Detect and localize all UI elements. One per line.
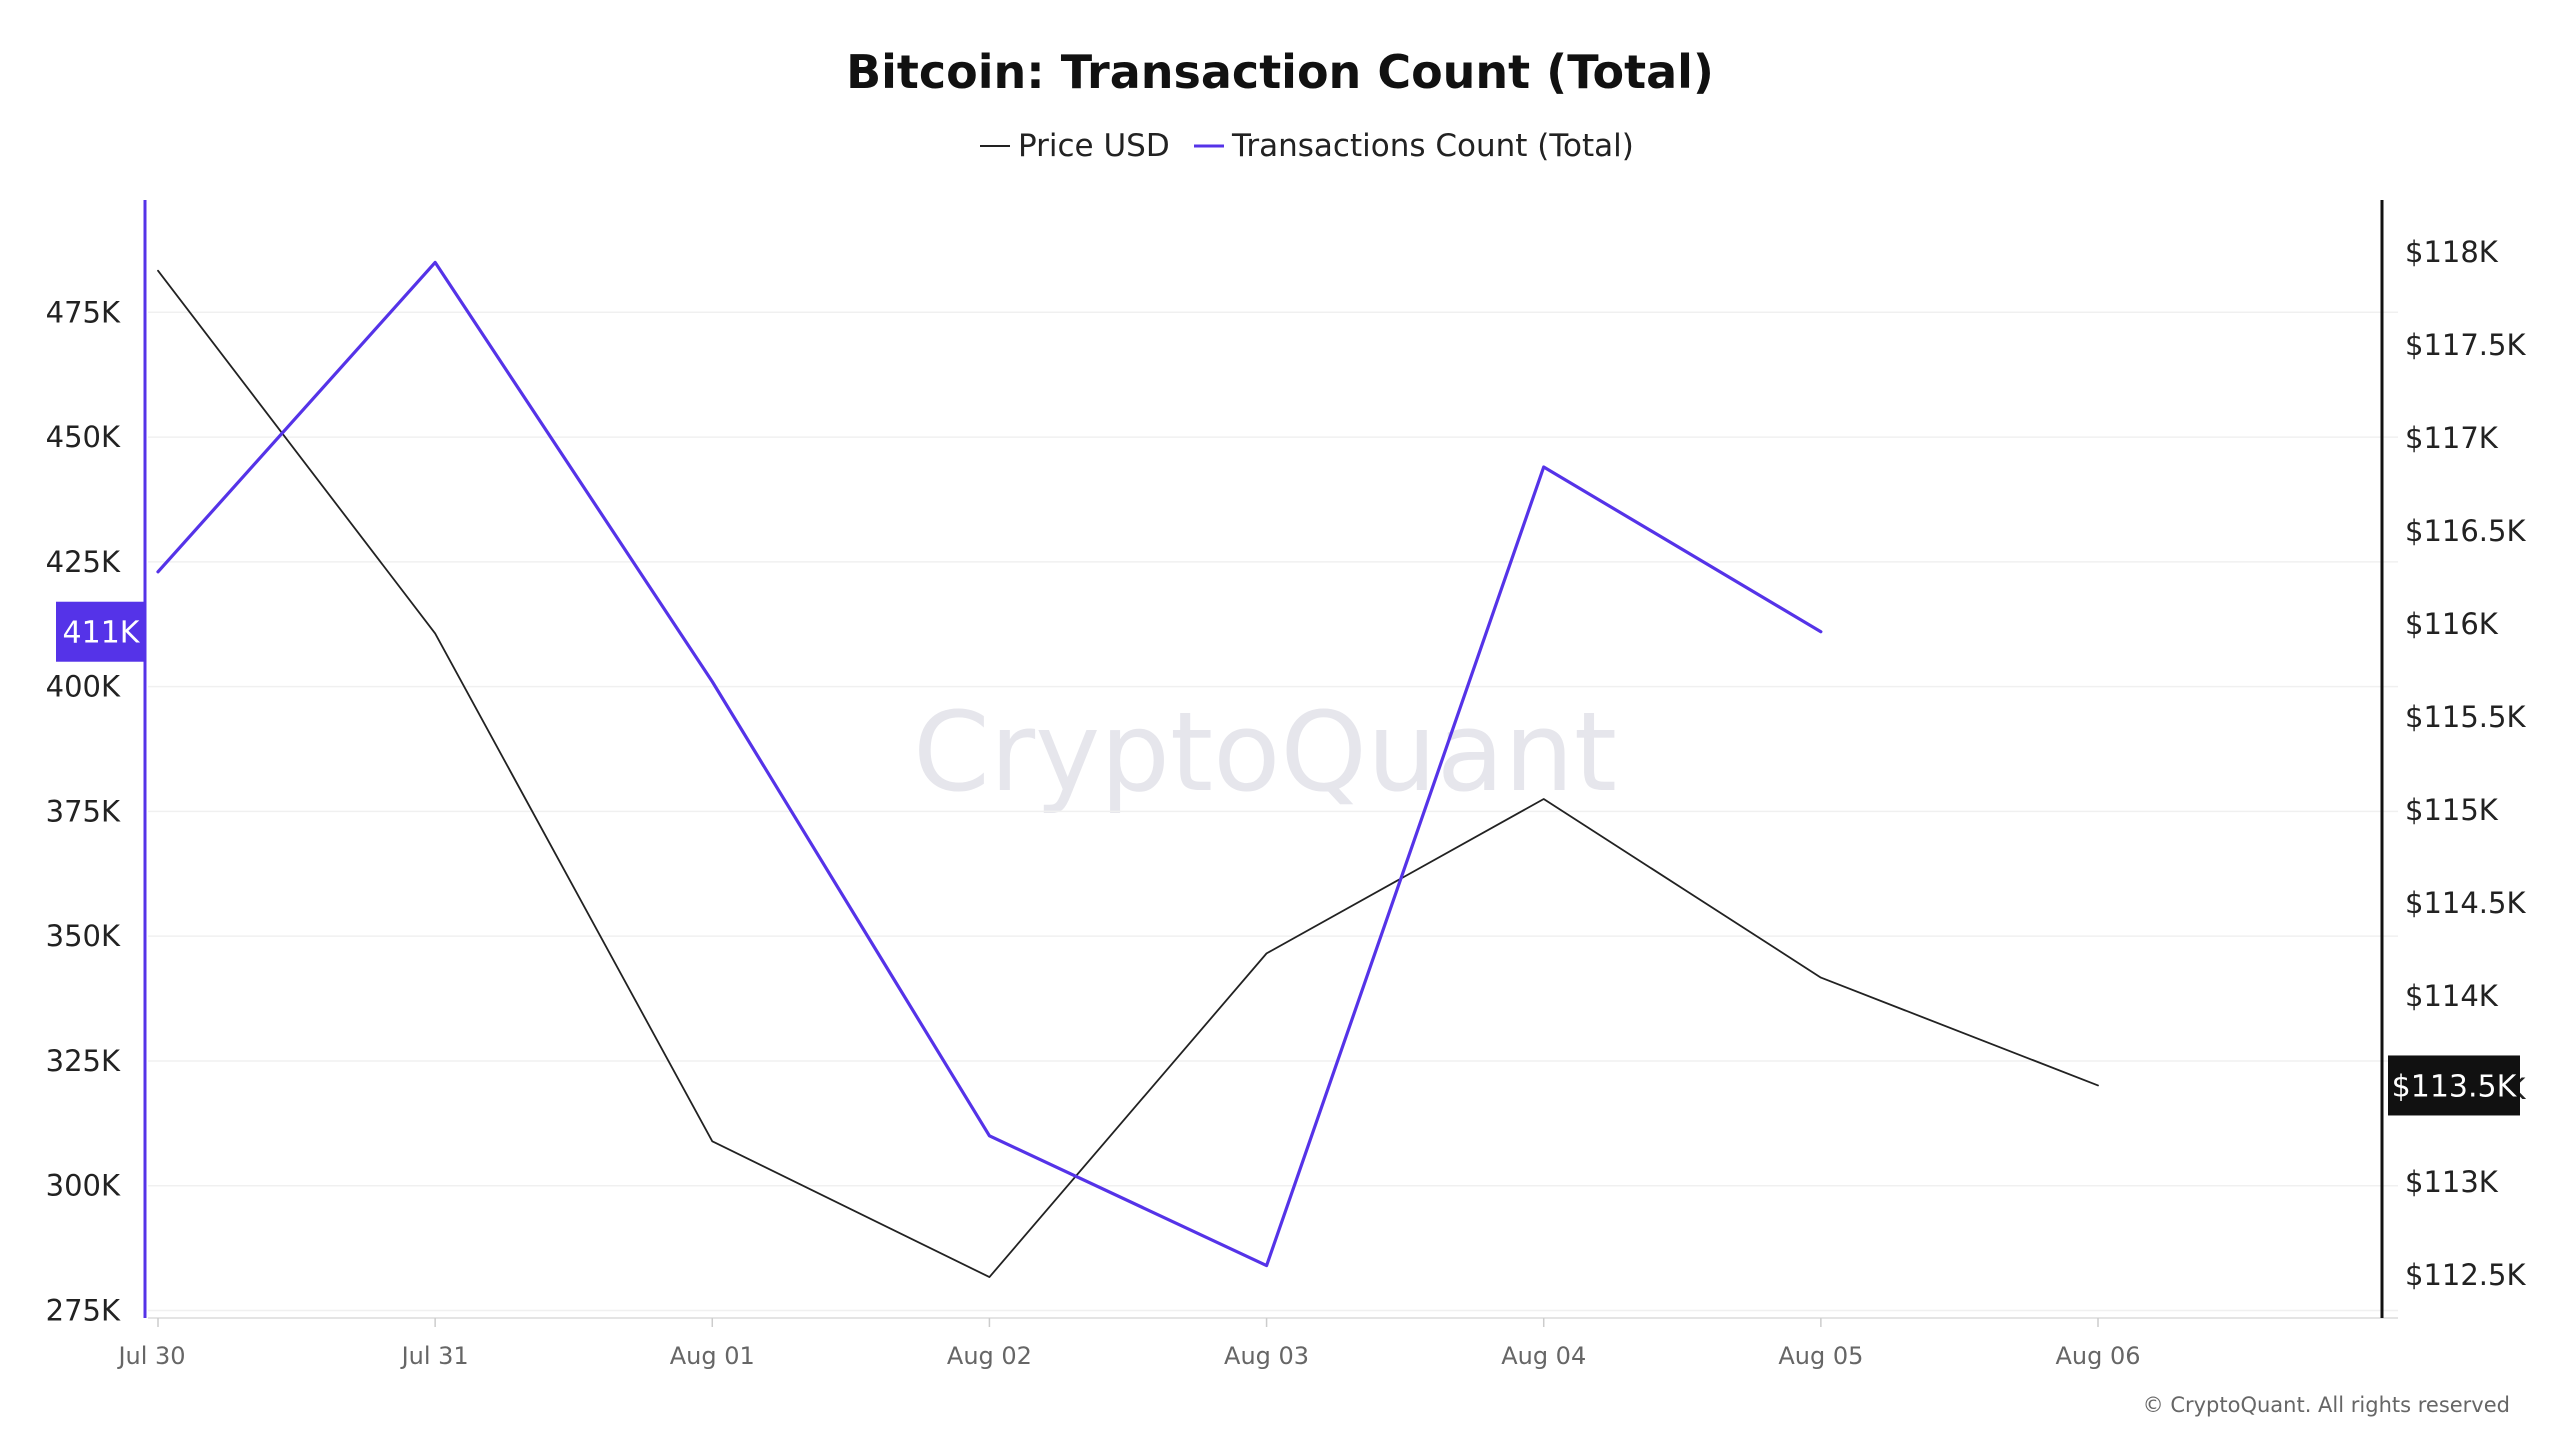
y-left-axis: 275K 300K 325K 350K 375K 400K 425K 450K 475K [46, 200, 147, 1328]
x-tick-label: Jul 30 [116, 1342, 185, 1370]
x-tick-label: Jul 31 [400, 1342, 469, 1370]
y-right-tick-label: $116.5K [2405, 514, 2526, 548]
series-layer [156, 260, 2099, 1278]
y-right-tick-label: $118K [2405, 235, 2499, 269]
y-left-tick-label: 450K [46, 420, 121, 454]
x-tick-label: Aug 03 [1224, 1342, 1309, 1370]
y-right-tick-label: $116K [2405, 607, 2499, 641]
watermark: CryptoQuant [913, 688, 1617, 816]
x-axis: Jul 30 Jul 31 Aug 01 Aug 02 Aug 03 Aug 04 Aug … [116, 1317, 2398, 1370]
y-right-tick-label: $113K [2405, 1165, 2499, 1199]
right-value-badge-text: $113.5K [2392, 1069, 2518, 1104]
left-value-badge-text: 411K [63, 616, 141, 651]
y-right-tick-label: $117K [2405, 421, 2499, 455]
y-left-tick-label: 475K [46, 295, 121, 329]
y-left-tick-label: 300K [46, 1169, 121, 1203]
y-right-tick-label: $115K [2405, 793, 2499, 827]
transactions-count-line [156, 260, 1823, 1268]
x-tick-label: Aug 01 [670, 1342, 755, 1370]
legend-item-transactions[interactable]: Transactions Count (Total) [1194, 128, 1634, 164]
y-right-tick-label: $117.5K [2405, 328, 2526, 362]
right-value-badge: $113.5K [2388, 1055, 2520, 1116]
legend-label-transactions: Transactions Count (Total) [1231, 128, 1634, 164]
y-left-tick-label: 375K [46, 794, 121, 828]
x-tick-label: Aug 05 [1778, 1342, 1863, 1370]
y-right-axis: $112.5K $113K $113.5K $114K $114.5K $115K $115… [2380, 200, 2526, 1318]
x-tick-label: Aug 02 [947, 1342, 1032, 1370]
left-value-badge: 411K [56, 601, 146, 662]
left-value-badge-box [56, 601, 146, 662]
y-left-tick-label: 325K [46, 1044, 121, 1078]
y-left-tick-label: 425K [46, 545, 121, 579]
x-tick-label: Aug 06 [2055, 1342, 2140, 1370]
y-right-tick-label: $112.5K [2405, 1258, 2526, 1292]
y-left-tick-label: 400K [46, 670, 121, 704]
y-right-tick-label: $115.5K [2405, 700, 2526, 734]
y-left-tick-label: 275K [46, 1294, 121, 1328]
y-right-tick-label: $114.5K [2405, 886, 2526, 920]
right-value-badge-box [2388, 1055, 2520, 1116]
chart-title: Bitcoin: Transaction Count (Total) [846, 45, 1714, 99]
legend: Price USD Transactions Count (Total) [980, 128, 1634, 164]
grid [148, 311, 2398, 1312]
y-right-tick-label: $114K [2405, 979, 2499, 1013]
y-left-tick-label: 350K [46, 919, 121, 953]
legend-item-price[interactable]: Price USD [980, 128, 1170, 164]
price-usd-line [157, 269, 2099, 1278]
copyright-footer: © CryptoQuant. All rights reserved [2143, 1393, 2510, 1417]
x-tick-label: Aug 04 [1501, 1342, 1586, 1370]
legend-label-price: Price USD [1018, 128, 1170, 164]
